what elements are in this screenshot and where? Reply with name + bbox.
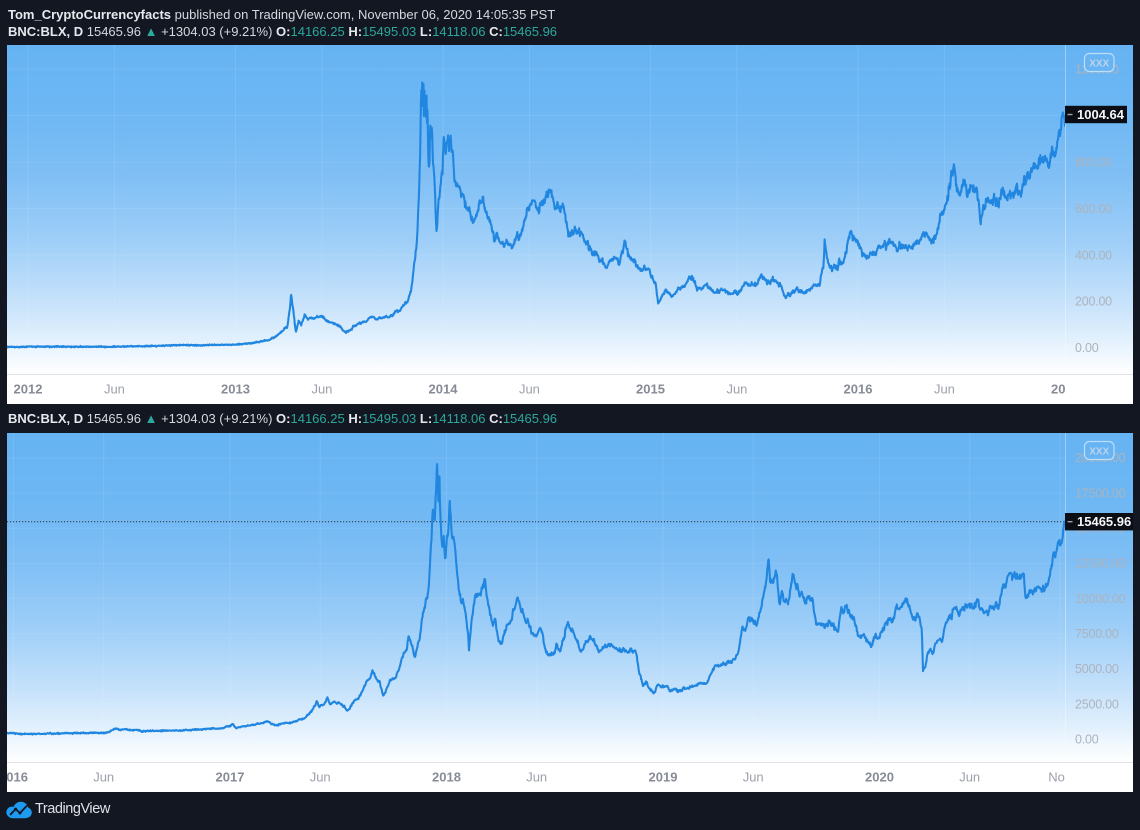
svg-text:Jun: Jun: [934, 382, 955, 397]
svg-text:2016: 2016: [844, 382, 873, 397]
svg-text:Jun: Jun: [311, 382, 332, 397]
svg-text:2014: 2014: [429, 382, 459, 397]
svg-text:10000.00: 10000.00: [1075, 592, 1126, 606]
svg-text:Jun: Jun: [726, 382, 747, 397]
svg-text:800.00: 800.00: [1075, 155, 1112, 169]
svg-text:0.00: 0.00: [1075, 341, 1099, 355]
svg-text:2012: 2012: [14, 382, 43, 397]
svg-text:2017: 2017: [1051, 382, 1080, 397]
svg-text:2016: 2016: [7, 770, 28, 785]
svg-text:2019: 2019: [649, 770, 678, 785]
svg-text:Jun: Jun: [93, 770, 114, 785]
svg-text:Jun: Jun: [526, 770, 547, 785]
svg-text:5000.00: 5000.00: [1075, 662, 1119, 676]
svg-text:400.00: 400.00: [1075, 248, 1112, 262]
svg-text:15465.96: 15465.96: [1077, 514, 1131, 529]
svg-text:0.00: 0.00: [1075, 733, 1099, 747]
svg-text:2500.00: 2500.00: [1075, 697, 1119, 711]
svg-text:17500.00: 17500.00: [1075, 486, 1126, 500]
svg-text:600.00: 600.00: [1075, 202, 1112, 216]
svg-text:1004.64: 1004.64: [1077, 107, 1125, 122]
svg-text:Jun: Jun: [519, 382, 540, 397]
svg-text:2018: 2018: [432, 770, 461, 785]
svg-text:2020: 2020: [865, 770, 894, 785]
svg-text:Jun: Jun: [310, 770, 331, 785]
svg-text:XXX: XXX: [1089, 446, 1109, 457]
svg-text:Jun: Jun: [743, 770, 764, 785]
svg-text:200.00: 200.00: [1075, 295, 1112, 309]
svg-text:Nov: Nov: [1048, 770, 1072, 785]
svg-text:2015: 2015: [636, 382, 665, 397]
svg-text:7500.00: 7500.00: [1075, 627, 1119, 641]
svg-text:Jun: Jun: [959, 770, 980, 785]
svg-text:2013: 2013: [221, 382, 250, 397]
svg-text:12500.00: 12500.00: [1075, 557, 1126, 571]
svg-text:XXX: XXX: [1089, 58, 1109, 69]
svg-text:Jun: Jun: [104, 382, 125, 397]
svg-text:2017: 2017: [216, 770, 245, 785]
